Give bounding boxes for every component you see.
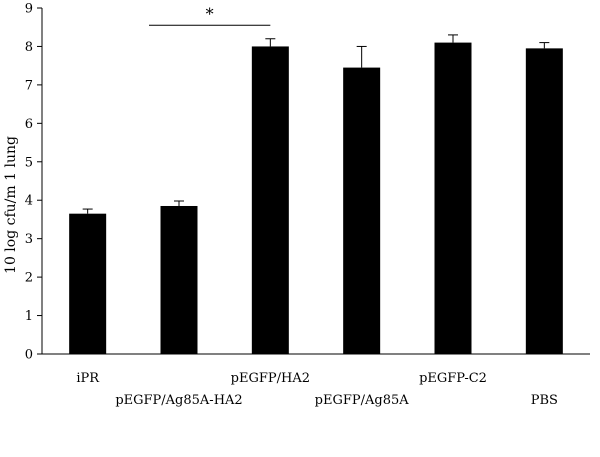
bars xyxy=(69,42,563,354)
x-tick-label: PBS xyxy=(531,393,558,408)
x-tick-label: pEGFP/HA2 xyxy=(231,371,310,386)
annotations: * xyxy=(149,4,271,26)
y-tick-label: 9 xyxy=(25,2,33,17)
x-tick-label: pEGFP/Ag85A-HA2 xyxy=(115,393,242,408)
y-tick-label: 1 xyxy=(25,309,33,324)
y-tick-label: 7 xyxy=(25,78,33,93)
x-tick-label: pEGFP-C2 xyxy=(419,371,487,386)
axes xyxy=(41,8,590,355)
significance-marker: * xyxy=(206,4,214,23)
bar xyxy=(434,42,472,354)
error-bars xyxy=(82,34,550,214)
x-tick-label: iPR xyxy=(76,371,100,386)
bar xyxy=(160,205,198,354)
y-tick-label: 2 xyxy=(25,271,33,286)
y-tick-label: 5 xyxy=(25,155,33,170)
x-tick-labels: iPR pEGFP/Ag85A-HA2 pEGFP/HA2 pEGFP/Ag85A pE… xyxy=(76,371,558,408)
y-tick-label: 8 xyxy=(25,40,33,55)
bar xyxy=(525,48,563,354)
y-ticks: 0 1 2 3 4 5 6 7 8 9 xyxy=(25,2,42,363)
y-axis-label: 10 log cfu/m 1 lung xyxy=(3,136,19,274)
bar xyxy=(343,67,381,354)
y-tick-label: 0 xyxy=(25,348,33,363)
y-tick-label: 4 xyxy=(25,194,33,209)
bar xyxy=(69,213,107,354)
bar xyxy=(251,46,289,354)
y-tick-label: 3 xyxy=(25,232,33,247)
y-tick-label: 6 xyxy=(25,117,33,132)
x-tick-label: pEGFP/Ag85A xyxy=(315,393,410,408)
